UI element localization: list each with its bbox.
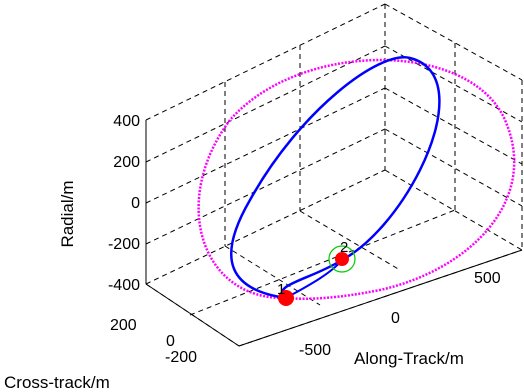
y-axis-label: Cross-track/m — [4, 373, 110, 392]
y-tick-neg200: -200 — [165, 349, 197, 366]
x-tick-labels: -500 0 500 — [299, 270, 501, 359]
series-magenta-orbit — [197, 58, 516, 300]
y-tick-labels: 200 0 -200 — [110, 317, 197, 366]
marker-ring-2 — [328, 245, 356, 273]
z-tick-200: 200 — [113, 154, 140, 171]
z-tick-400: 400 — [113, 113, 140, 130]
y-tick-0: 0 — [166, 333, 175, 350]
grid-lines — [145, 3, 523, 347]
marker-1 — [278, 290, 294, 306]
marker-2 — [335, 252, 349, 266]
z-tick-0: 0 — [131, 195, 140, 212]
series-blue-orbit — [230, 56, 441, 300]
y-tick-200: 200 — [110, 317, 137, 334]
marker-2-label: 2 — [340, 239, 348, 256]
z-tick-neg400: -400 — [108, 277, 140, 294]
z-tick-labels: 400 200 0 -200 -400 — [108, 113, 140, 294]
axis-lines — [145, 120, 523, 347]
x-tick-500: 500 — [474, 270, 501, 287]
z-tick-neg200: -200 — [108, 236, 140, 253]
x-axis-label: Along-Track/m — [354, 349, 464, 368]
marker-1-label: 1 — [277, 281, 285, 298]
x-tick-0: 0 — [391, 310, 400, 327]
x-tick-neg500: -500 — [299, 342, 331, 359]
z-axis-label: Radial/m — [58, 180, 77, 247]
